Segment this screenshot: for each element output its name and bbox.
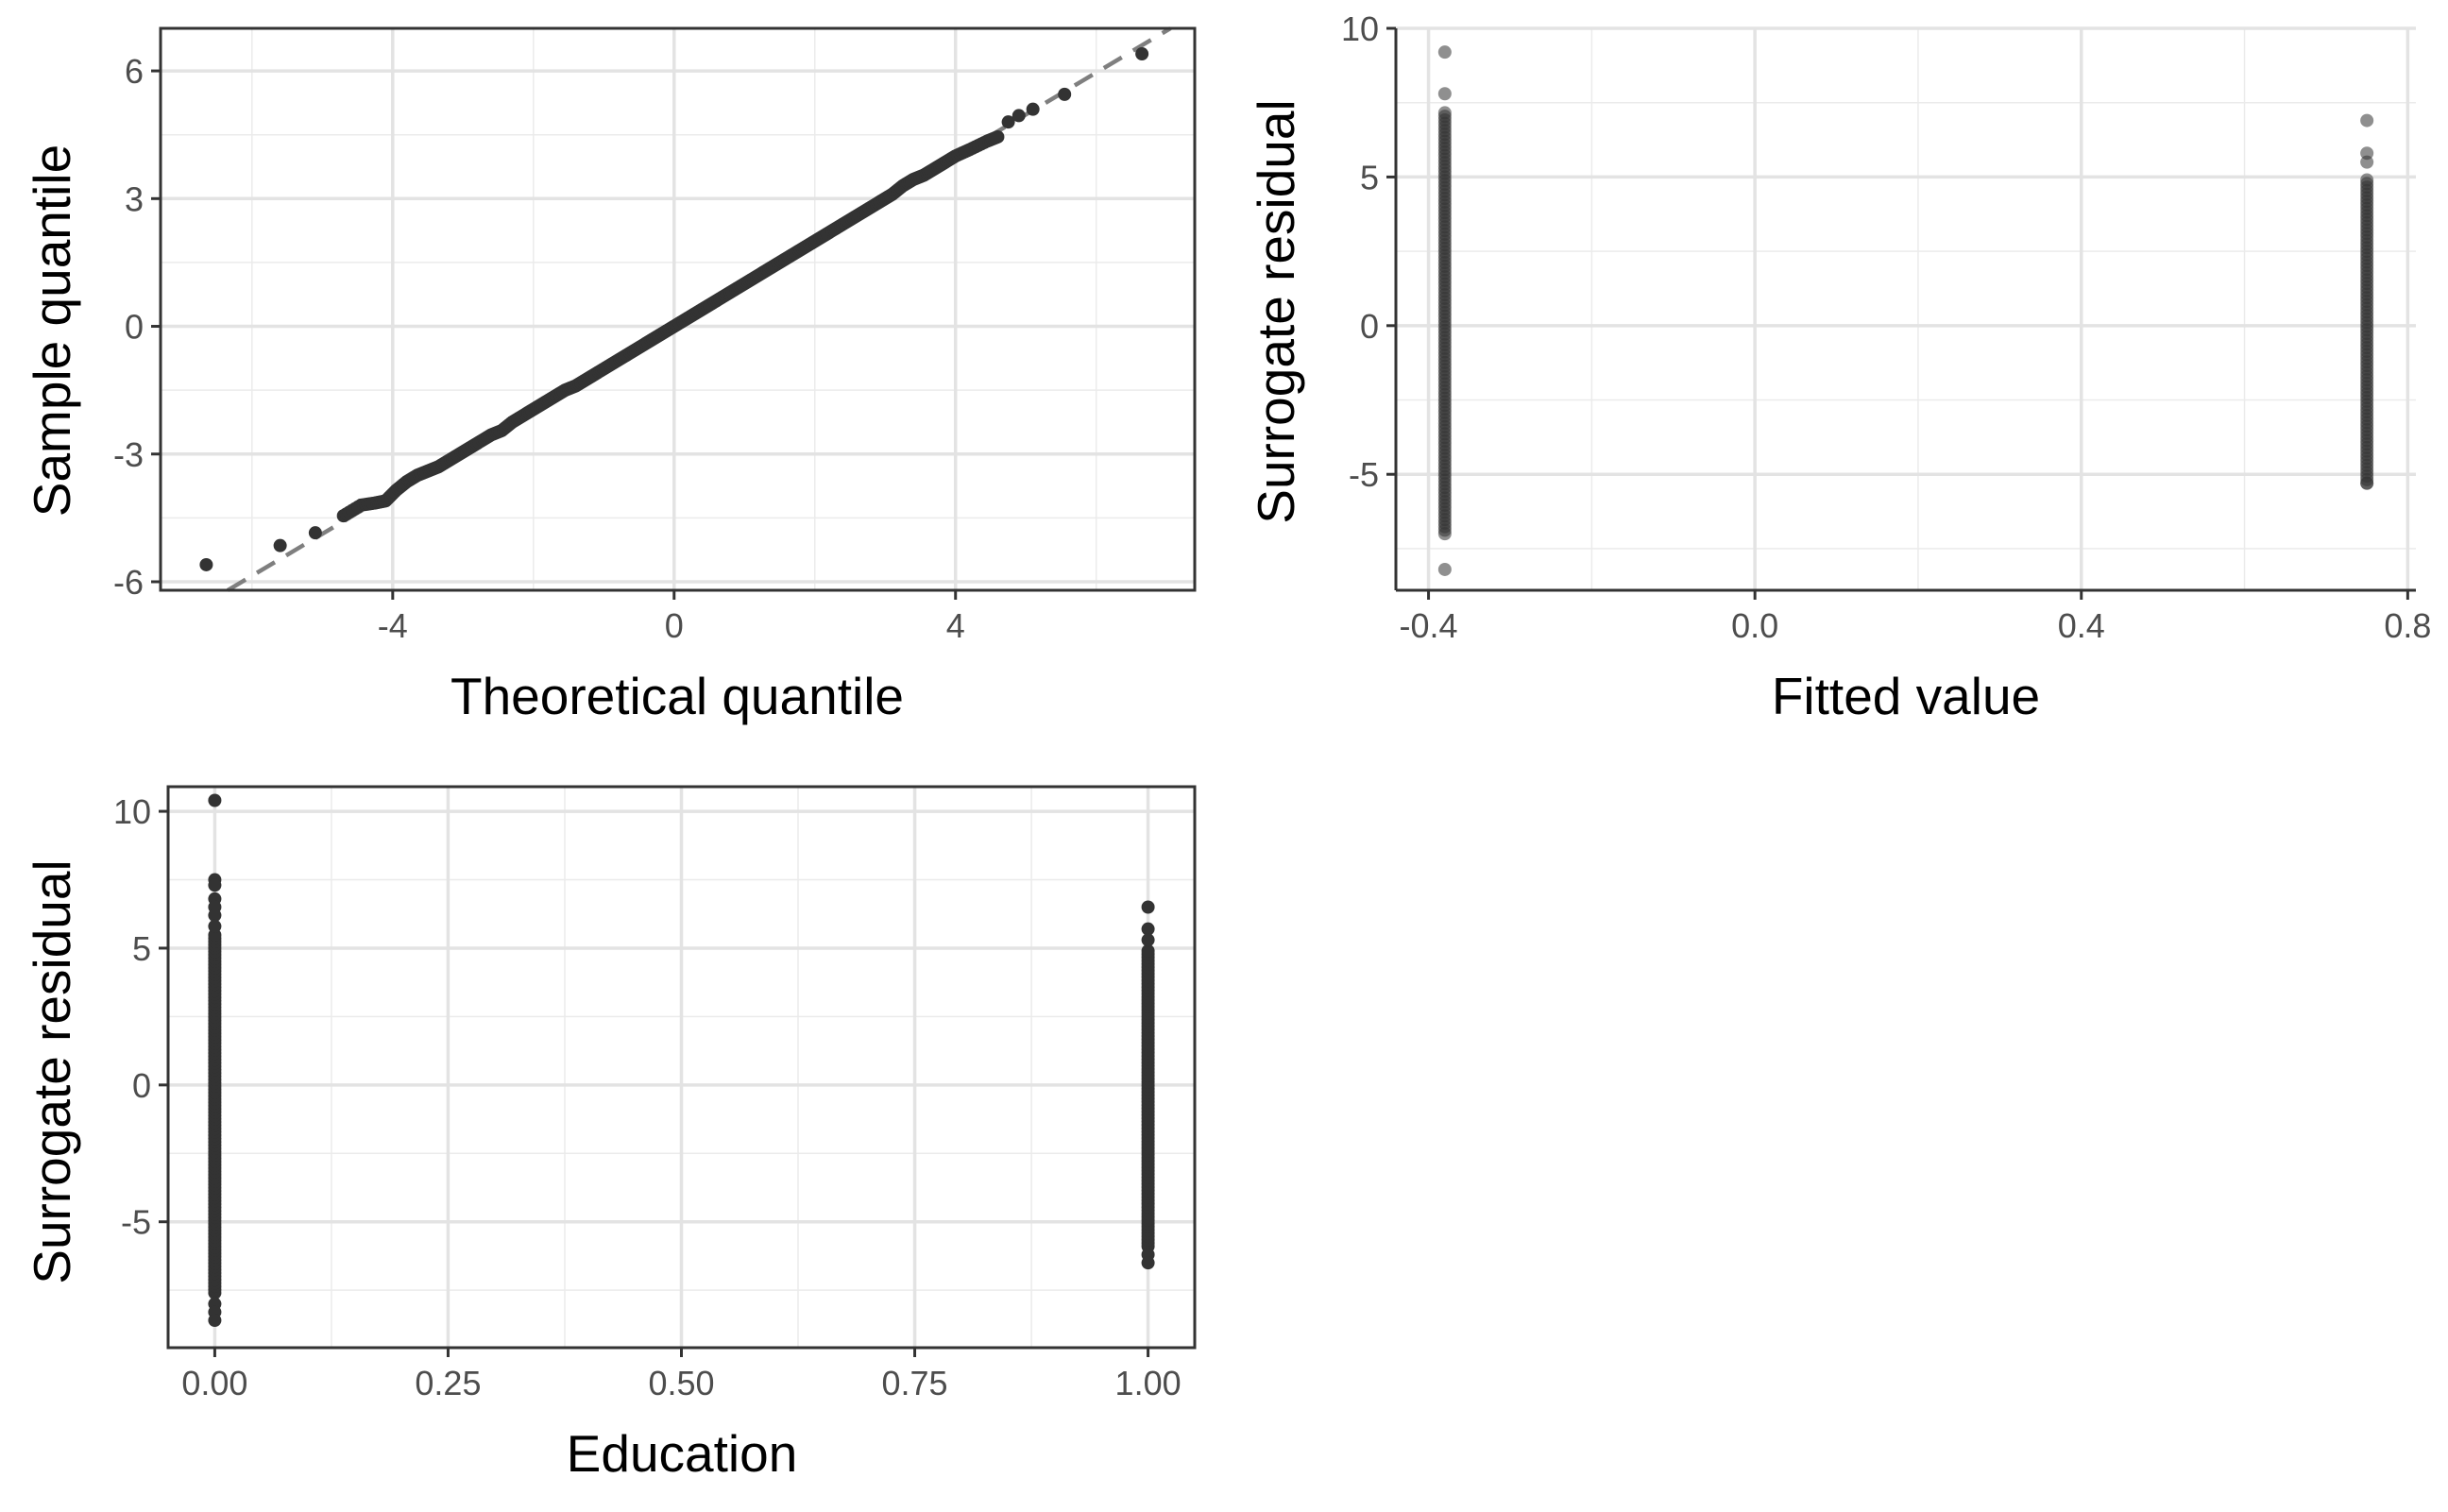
x-tick-label: 0.50 [648,1364,714,1402]
y-tick-label: 0 [1360,307,1379,346]
data-point [208,878,222,892]
x-tick-label: 0.00 [181,1364,247,1402]
y-tick-label: 10 [113,792,151,831]
education-y-axis-title: Surrogate residual [23,859,81,1283]
data-point [1141,900,1155,914]
data-point [2360,476,2374,490]
x-tick-label: -0.4 [1400,606,1458,645]
qq-grid [161,28,1195,590]
education-grid [168,787,1195,1348]
data-point [1141,943,1155,958]
data-point [208,919,222,933]
fitted-residual-panel: -0.4 0.0 0.4 0.8 -5 0 5 10 Fitted value Surrog… [1247,9,2431,725]
y-tick-label: -5 [121,1203,151,1242]
data-point [308,526,322,540]
data-point [1135,47,1149,61]
data-point [1437,106,1452,120]
data-point [1141,933,1155,947]
data-point [1001,115,1015,129]
data-point [208,909,222,923]
education-x-ticks: 0.00 0.25 0.50 0.75 1.00 [181,1348,1182,1402]
y-tick-label: 5 [1360,158,1379,196]
education-x-axis-title: Education [567,1424,798,1483]
data-point [1026,102,1040,116]
education-points [208,793,1155,1328]
y-tick-label: 10 [1341,9,1379,48]
y-tick-label: -6 [113,563,144,602]
fitted-x-axis-title: Fitted value [1772,667,2040,725]
data-point [1437,45,1452,59]
y-tick-label: 6 [125,52,144,91]
y-tick-label: 0 [125,308,144,347]
x-tick-label: 0.75 [882,1364,948,1402]
qq-x-ticks: -4 0 4 [378,590,965,645]
x-tick-label: 4 [946,606,965,645]
fitted-grid [1396,26,2416,590]
data-point [2360,113,2374,127]
data-point [1012,109,1026,123]
data-point [1437,87,1452,101]
x-tick-label: -4 [378,606,408,645]
qq-x-axis-title: Theoretical quantile [450,667,904,725]
x-tick-label: 0.0 [1731,606,1778,645]
y-tick-label: 5 [132,929,151,968]
y-tick-label: -3 [113,435,144,474]
qq-y-axis-title: Sample quantile [23,144,81,517]
x-tick-label: 0 [665,606,684,645]
qq-panel-border [159,26,1197,592]
fitted-x-ticks: -0.4 0.0 0.4 0.8 [1400,590,2431,645]
data-point [1058,87,1072,101]
fitted-y-axis-title: Surrogate residual [1247,99,1305,523]
x-tick-label: 0.8 [2384,606,2431,645]
qq-plot-panel: -4 0 4 -6 -3 0 3 6 Theoretical quantile Sample… [23,26,1197,725]
qq-y-ticks: -6 -3 0 3 6 [113,52,161,602]
data-point [199,557,213,571]
fitted-points [1437,45,2374,576]
data-point [2360,173,2374,187]
x-tick-label: 0.25 [415,1364,481,1402]
data-point [208,793,222,807]
education-y-ticks: -5 0 5 10 [113,792,168,1242]
data-point [208,1314,222,1328]
data-point [1141,1256,1155,1270]
qq-points [199,47,1149,571]
fitted-axis-lines [1394,28,2416,592]
x-tick-label: 1.00 [1115,1364,1182,1402]
y-tick-label: 0 [132,1066,151,1105]
data-point [273,538,287,552]
y-tick-label: 3 [125,179,144,218]
data-point [1141,922,1155,936]
y-tick-label: -5 [1349,455,1379,494]
x-tick-label: 0.4 [2058,606,2105,645]
data-point [1437,562,1452,576]
fitted-y-ticks: -5 0 5 10 [1341,9,1396,494]
education-residual-panel: 0.00 0.25 0.50 0.75 1.00 -5 0 5 10 Education Su… [23,785,1197,1483]
data-point [989,130,1003,144]
data-point [2360,155,2374,169]
